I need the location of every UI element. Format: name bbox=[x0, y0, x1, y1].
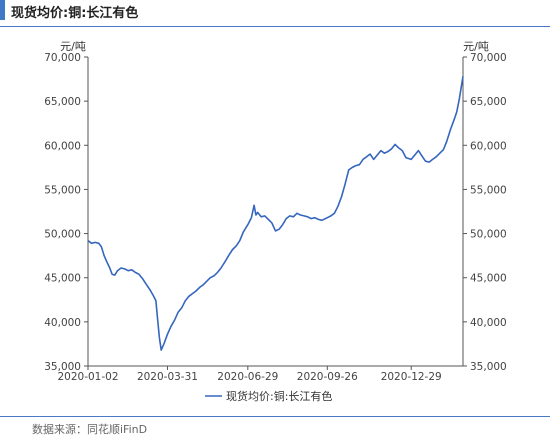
data-source: 数据来源：同花顺iFinD bbox=[32, 423, 148, 436]
y-tick-label-right: 50,000 bbox=[470, 229, 507, 241]
y-tick-label-left: 35,000 bbox=[44, 361, 81, 373]
y-tick-label-left: 40,000 bbox=[44, 317, 81, 329]
y-tick-label-right: 60,000 bbox=[470, 140, 507, 152]
series-line bbox=[87, 76, 464, 351]
title-accent-bar bbox=[0, 0, 5, 20]
chart-header: 现货均价:铜:长江有色 bbox=[0, 0, 550, 28]
legend-label: 现货均价:铜:长江有色 bbox=[226, 389, 332, 403]
y-unit-right: 元/吨 bbox=[463, 40, 489, 53]
y-tick-label-left: 60,000 bbox=[44, 140, 81, 152]
y-tick-label-right: 45,000 bbox=[470, 273, 507, 285]
x-tick-label: 2020-09-26 bbox=[297, 371, 358, 383]
y-tick-label-right: 35,000 bbox=[470, 361, 507, 373]
y-tick-label-left: 45,000 bbox=[44, 273, 81, 285]
x-tick-label: 2020-03-31 bbox=[137, 371, 198, 383]
y-tick-label-right: 40,000 bbox=[470, 317, 507, 329]
y-tick-label-left: 55,000 bbox=[44, 184, 81, 196]
x-tick-label: 2020-01-02 bbox=[57, 371, 118, 383]
y-unit-left: 元/吨 bbox=[60, 40, 86, 53]
y-tick-label-left: 65,000 bbox=[44, 96, 81, 108]
y-tick-label-right: 65,000 bbox=[470, 96, 507, 108]
y-tick-label-left: 70,000 bbox=[44, 52, 81, 64]
header-divider bbox=[0, 26, 550, 27]
chart-title: 现货均价:铜:长江有色 bbox=[11, 6, 139, 21]
footer-divider bbox=[0, 416, 550, 417]
x-tick-label: 2020-12-29 bbox=[381, 371, 442, 383]
y-tick-label-right: 55,000 bbox=[470, 184, 507, 196]
y-tick-label-right: 70,000 bbox=[470, 52, 507, 64]
x-tick-label: 2020-06-29 bbox=[217, 371, 278, 383]
y-tick-label-left: 50,000 bbox=[44, 229, 81, 241]
